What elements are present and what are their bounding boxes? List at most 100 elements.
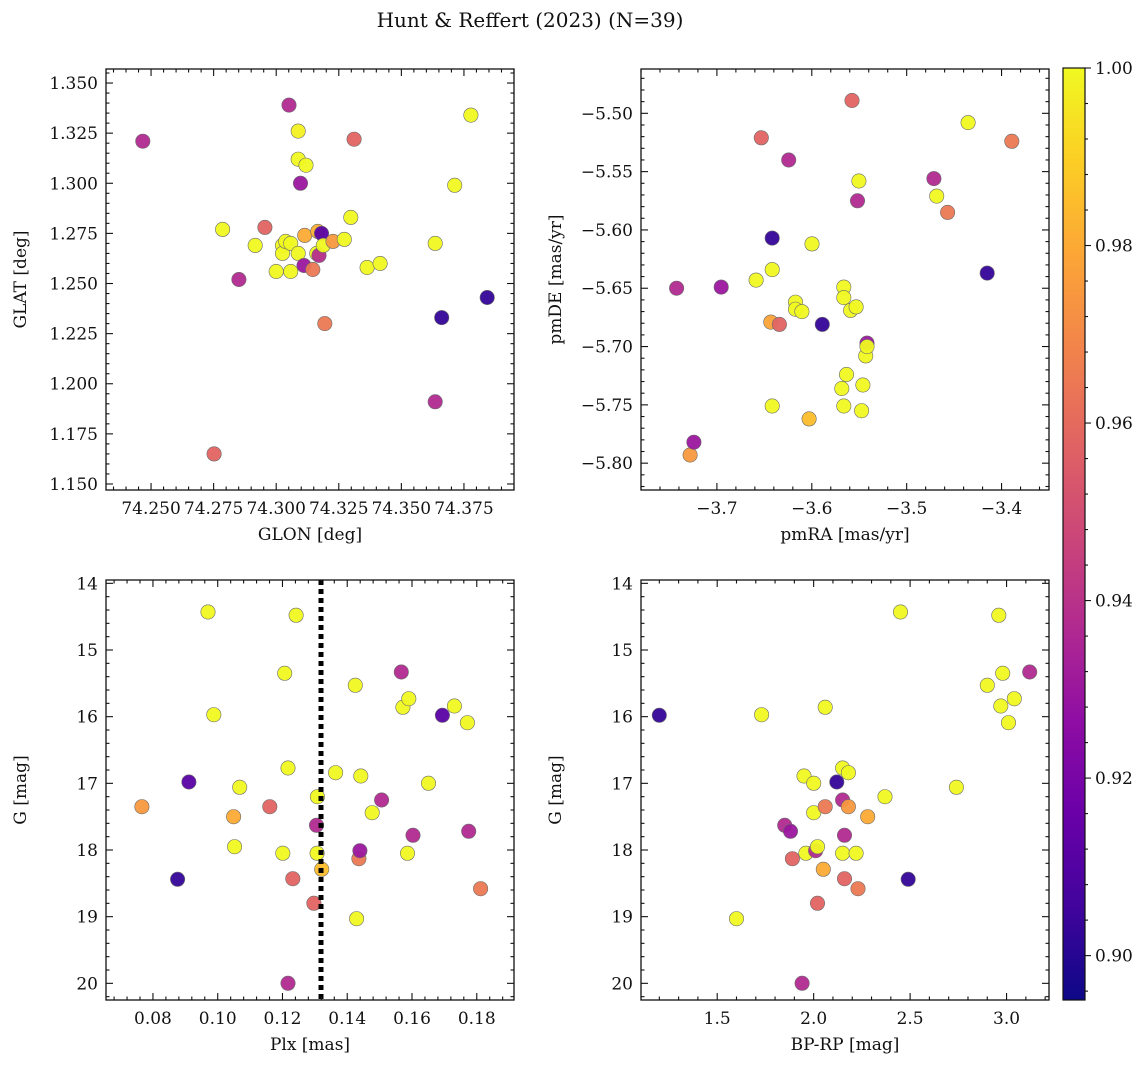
colorbar-tick-label: 0.94: [1095, 592, 1133, 612]
scatter-point: [801, 411, 817, 427]
x-tick-label: 74.250: [121, 499, 180, 519]
scatter-point: [794, 975, 810, 991]
y-tick-label: 15: [76, 641, 98, 661]
scatter-point: [372, 255, 388, 271]
scatter-point: [434, 310, 450, 326]
scatter-point: [359, 259, 375, 275]
points: [134, 604, 489, 991]
scatter-point: [247, 237, 263, 253]
scatter-point: [995, 665, 1011, 681]
scatter-point: [231, 271, 247, 287]
scatter-point: [280, 760, 296, 776]
scatter-point: [401, 691, 417, 707]
scatter-panel-glon-glat: 74.250 74.275 74.300 74.325 74.350 74.375 1.15…: [11, 68, 515, 545]
scatter-panel-cmd: 1.5 2.0 2.5 3.0 14 15 16 17 18 19 20 BP-RP [mag] G […: [546, 574, 1050, 1055]
scatter-point: [268, 263, 284, 279]
scatter-point: [753, 130, 769, 146]
y-tick-label: 16: [76, 708, 98, 728]
scatter-point: [434, 707, 450, 723]
y-tick-label: 16: [611, 708, 633, 728]
scatter-point: [283, 263, 299, 279]
scatter-point: [854, 403, 870, 419]
y-tick-label: 20: [76, 974, 98, 994]
scatter-point: [806, 775, 822, 791]
figure-title: Hunt & Reffert (2023) (N=39): [377, 8, 684, 32]
scatter-point: [840, 765, 856, 781]
x-axis-label: Plx [mas]: [270, 1035, 350, 1055]
scatter-point: [764, 262, 780, 278]
colorbar-tick-label: 1.00: [1095, 59, 1133, 79]
scatter-point: [836, 290, 852, 306]
x-axis-label: BP-RP [mag]: [791, 1035, 900, 1055]
axes-frame: [640, 68, 1050, 491]
y-tick-label: 1.250: [49, 275, 98, 295]
scatter-point: [836, 398, 852, 414]
scatter-point: [848, 299, 864, 315]
scatter-point: [900, 871, 916, 887]
scatter-point: [814, 316, 830, 332]
scatter-point: [364, 805, 380, 821]
scatter-point: [275, 845, 291, 861]
scatter-point: [844, 93, 860, 109]
scatter-point: [280, 975, 296, 991]
y-tick-label: 15: [611, 641, 633, 661]
axes-frame: [640, 579, 1050, 1001]
x-tick-label: −3.6: [791, 499, 832, 519]
y-tick-label: 19: [611, 908, 633, 928]
scatter-point: [349, 911, 365, 927]
x-axis-label: pmRA [mas/yr]: [780, 525, 909, 545]
scatter-point: [206, 446, 222, 462]
scatter-point: [860, 809, 876, 825]
y-tick-label: −5.80: [581, 454, 633, 474]
scatter-point: [257, 219, 273, 235]
scatter-point: [463, 107, 479, 123]
y-tick-label: 17: [611, 774, 633, 794]
scatter-point: [292, 175, 308, 191]
y-tick-label: −5.55: [581, 163, 633, 183]
scatter-point: [940, 204, 956, 220]
x-tick-label: 0.10: [199, 1009, 237, 1029]
x-tick-label: 2.0: [800, 1009, 827, 1029]
scatter-point: [979, 677, 995, 693]
points: [135, 97, 495, 462]
scatter-point: [135, 133, 151, 149]
scatter-point: [232, 779, 248, 795]
scatter-point: [804, 236, 820, 252]
scatter-point: [713, 279, 729, 295]
x-tick-label: 74.325: [309, 499, 368, 519]
scatter-point: [682, 447, 698, 463]
colorbar-tick-label: 0.98: [1095, 237, 1133, 257]
scatter-point: [784, 851, 800, 867]
y-tick-label: 19: [76, 908, 98, 928]
scatter-point: [1006, 691, 1022, 707]
scatter-point: [686, 434, 702, 450]
scatter-point: [781, 152, 797, 168]
y-tick-label: −5.60: [581, 221, 633, 241]
scatter-point: [427, 394, 443, 410]
scatter-point: [170, 871, 186, 887]
y-tick-label: 1.225: [49, 325, 98, 345]
scatter-point: [473, 881, 489, 897]
scatter-point: [298, 157, 314, 173]
scatter-point: [669, 280, 685, 296]
scatter-point: [877, 789, 893, 805]
y-axis-label: pmDE [mas/yr]: [546, 214, 566, 344]
scatter-point: [782, 823, 798, 839]
scatter-point: [1000, 715, 1016, 731]
y-tick-label: 1.325: [49, 124, 98, 144]
y-tick-label: 1.350: [49, 74, 98, 94]
scatter-point: [446, 698, 462, 714]
points: [651, 604, 1038, 991]
scatter-point: [840, 799, 856, 815]
x-tick-label: 74.350: [372, 499, 431, 519]
scatter-point: [290, 245, 306, 261]
colorbar-ticks: 0.90 0.92 0.94 0.96 0.98 1.00: [1085, 59, 1133, 992]
y-tick-label: 20: [611, 974, 633, 994]
scatter-point: [926, 171, 942, 187]
scatter-point: [277, 665, 293, 681]
x-tick-label: 0.14: [328, 1009, 366, 1029]
x-tick-label: 0.16: [393, 1009, 431, 1029]
x-axis-label: GLON [deg]: [258, 525, 362, 545]
scatter-point: [215, 221, 231, 237]
